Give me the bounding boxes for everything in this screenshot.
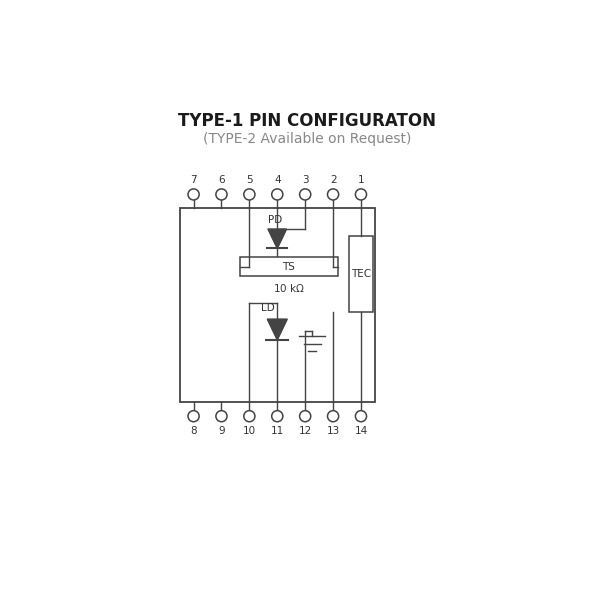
Circle shape: [355, 410, 367, 422]
Circle shape: [216, 189, 227, 200]
Text: 8: 8: [190, 426, 197, 436]
Text: 10 k$\Omega$: 10 k$\Omega$: [273, 282, 305, 294]
Circle shape: [216, 410, 227, 422]
Text: 14: 14: [355, 426, 368, 436]
Circle shape: [328, 189, 338, 200]
Text: (TYPE-2 Available on Request): (TYPE-2 Available on Request): [203, 132, 412, 146]
Circle shape: [299, 410, 311, 422]
Text: TS: TS: [283, 262, 295, 272]
Text: 1: 1: [358, 175, 364, 185]
Bar: [240, 257, 338, 276]
Text: 5: 5: [246, 175, 253, 185]
Bar: [179, 208, 375, 403]
Text: LD: LD: [261, 303, 275, 313]
Circle shape: [272, 189, 283, 200]
Circle shape: [188, 189, 199, 200]
Text: 9: 9: [218, 426, 225, 436]
Bar: [349, 236, 373, 312]
Text: 11: 11: [271, 426, 284, 436]
Text: TYPE-1 PIN CONFIGURATON: TYPE-1 PIN CONFIGURATON: [179, 112, 437, 130]
Circle shape: [355, 189, 367, 200]
Text: PD: PD: [268, 215, 282, 226]
Text: 3: 3: [302, 175, 308, 185]
Text: 13: 13: [326, 426, 340, 436]
Text: 10: 10: [243, 426, 256, 436]
Circle shape: [328, 410, 338, 422]
Polygon shape: [268, 319, 287, 340]
Polygon shape: [268, 229, 287, 248]
Circle shape: [244, 189, 255, 200]
Circle shape: [244, 410, 255, 422]
Text: 2: 2: [330, 175, 337, 185]
Text: TEC: TEC: [351, 269, 371, 279]
Text: 12: 12: [299, 426, 312, 436]
Circle shape: [299, 189, 311, 200]
Text: 4: 4: [274, 175, 281, 185]
Circle shape: [188, 410, 199, 422]
Circle shape: [272, 410, 283, 422]
Text: 7: 7: [190, 175, 197, 185]
Text: 6: 6: [218, 175, 225, 185]
